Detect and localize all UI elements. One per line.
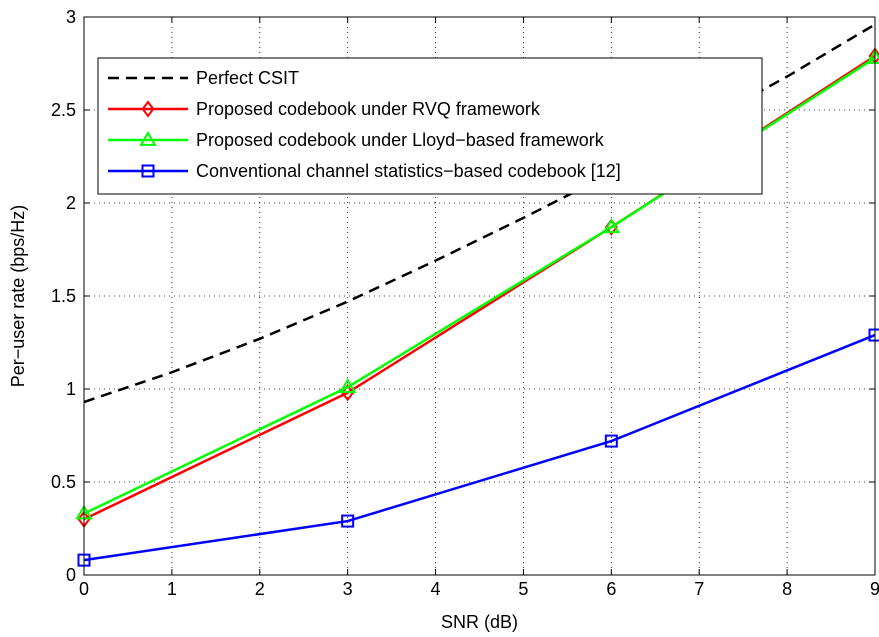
diamond-marker — [141, 100, 155, 118]
series-4 — [77, 328, 879, 567]
triangle-marker — [139, 131, 157, 146]
x-tick-label: 3 — [343, 579, 353, 599]
legend-item: Conventional channel statistics−based co… — [108, 161, 621, 181]
legend-label: Perfect CSIT — [196, 68, 299, 88]
x-tick-label: 5 — [518, 579, 528, 599]
diamond-marker — [341, 384, 355, 402]
square-marker — [604, 434, 618, 448]
y-tick-label: 0.5 — [51, 472, 76, 492]
legend-label: Proposed codebook under RVQ framework — [196, 99, 541, 119]
square-marker — [341, 514, 355, 528]
legend-box — [97, 57, 763, 195]
legend-label: Proposed codebook under Lloyd−based fram… — [196, 130, 605, 150]
triangle-marker — [338, 378, 357, 394]
x-tick-label: 7 — [694, 579, 704, 599]
legend: Perfect CSIT Proposed codebook under RVQ … — [97, 57, 763, 195]
series-line — [83, 333, 876, 562]
x-tick-label: 4 — [431, 579, 441, 599]
x-tick-label: 2 — [255, 579, 265, 599]
y-tick-label: 2 — [66, 193, 76, 213]
y-tick-label: 0 — [66, 565, 76, 585]
square-marker — [141, 164, 155, 178]
legend-label: Conventional channel statistics−based co… — [196, 161, 621, 181]
x-tick-label: 1 — [167, 579, 177, 599]
x-axis-label: SNR (dB) — [441, 612, 518, 632]
y-axis-label: Per−user rate (bps/Hz) — [8, 205, 28, 388]
legend-item: Proposed codebook under Lloyd−based fram… — [108, 130, 605, 150]
y-tick-label: 3 — [66, 7, 76, 27]
y-tick-label: 1 — [66, 379, 76, 399]
axis-ticks: 0 1 2 3 4 5 6 7 8 9 0 0.5 1 1.5 2 2.5 3 — [51, 7, 879, 599]
y-tick-label: 2.5 — [51, 100, 76, 120]
x-tick-label: 8 — [782, 579, 792, 599]
legend-item: Proposed codebook under RVQ framework — [108, 99, 541, 119]
x-tick-label: 0 — [79, 579, 89, 599]
triangle-marker — [602, 218, 621, 234]
y-tick-label: 1.5 — [51, 286, 76, 306]
x-tick-label: 6 — [606, 579, 616, 599]
legend-item: Perfect CSIT — [108, 68, 299, 88]
x-tick-label: 9 — [870, 579, 879, 599]
